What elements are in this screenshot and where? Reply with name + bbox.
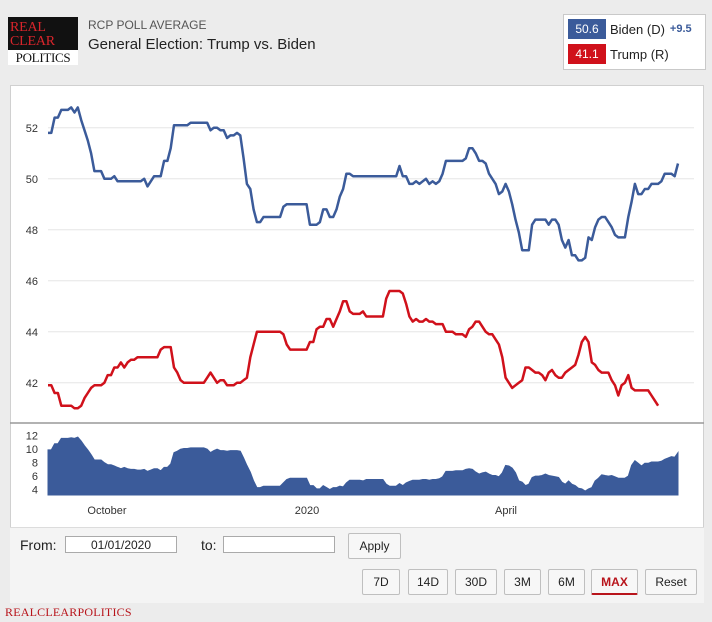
legend-item-biden: 50.6 Biden (D) +9.5 — [568, 19, 692, 39]
spread-area — [47, 436, 679, 496]
y-tick-label-48: 48 — [26, 225, 38, 237]
legend-value-trump: 41.1 — [568, 44, 606, 64]
logo-line-3: POLITICS — [8, 50, 78, 65]
y-tick-label-52: 52 — [26, 123, 38, 135]
legend: 50.6 Biden (D) +9.5 41.1 Trump (R) — [563, 14, 706, 70]
range-30d-button[interactable]: 30D — [455, 569, 497, 595]
chart-title: General Election: Trump vs. Biden — [88, 36, 316, 53]
y-tick-label-42: 42 — [26, 378, 38, 390]
legend-item-trump: 41.1 Trump (R) — [568, 44, 669, 64]
footer-brand[interactable]: REALCLEARPOLITICS — [5, 605, 132, 619]
x-tick-label-2020: 2020 — [295, 505, 319, 517]
legend-name-biden: Biden (D) — [610, 21, 665, 37]
logo-line-2: CLEAR — [10, 34, 55, 49]
range-3m-button[interactable]: 3M — [504, 569, 541, 595]
apply-button[interactable]: Apply — [348, 533, 401, 559]
y-tick-label-50: 50 — [26, 174, 38, 186]
legend-name-trump: Trump (R) — [610, 46, 669, 62]
spread-tick-label-12: 12 — [26, 431, 38, 443]
y-tick-label-46: 46 — [26, 276, 38, 288]
spread-tick-label-4: 4 — [32, 485, 38, 497]
spread-tick-label-8: 8 — [32, 458, 38, 470]
range-6m-button[interactable]: 6M — [548, 569, 585, 595]
from-date-input[interactable] — [65, 536, 177, 553]
spread-tick-label-6: 6 — [32, 471, 38, 483]
x-tick-label-april: April — [495, 505, 517, 517]
y-tick-label-44: 44 — [26, 327, 38, 339]
spread-tick-label-10: 10 — [26, 444, 38, 456]
range-max-button[interactable]: MAX — [591, 569, 638, 595]
logo-line-1: REAL — [10, 20, 46, 35]
legend-value-biden: 50.6 — [568, 19, 606, 39]
series-line-trump — [48, 289, 660, 410]
reset-button[interactable]: Reset — [645, 569, 697, 595]
chart-subtitle: RCP POLL AVERAGE — [88, 18, 207, 32]
to-label: to: — [201, 537, 217, 553]
to-date-input[interactable] — [223, 536, 335, 553]
rcp-logo[interactable]: REAL CLEAR POLITICS — [8, 17, 78, 65]
from-label: From: — [20, 537, 57, 553]
legend-spread: +9.5 — [669, 23, 692, 35]
series-line-biden — [48, 106, 680, 262]
range-7d-button[interactable]: 7D — [362, 569, 400, 595]
x-tick-label-october: October — [87, 505, 126, 517]
range-14d-button[interactable]: 14D — [408, 569, 448, 595]
